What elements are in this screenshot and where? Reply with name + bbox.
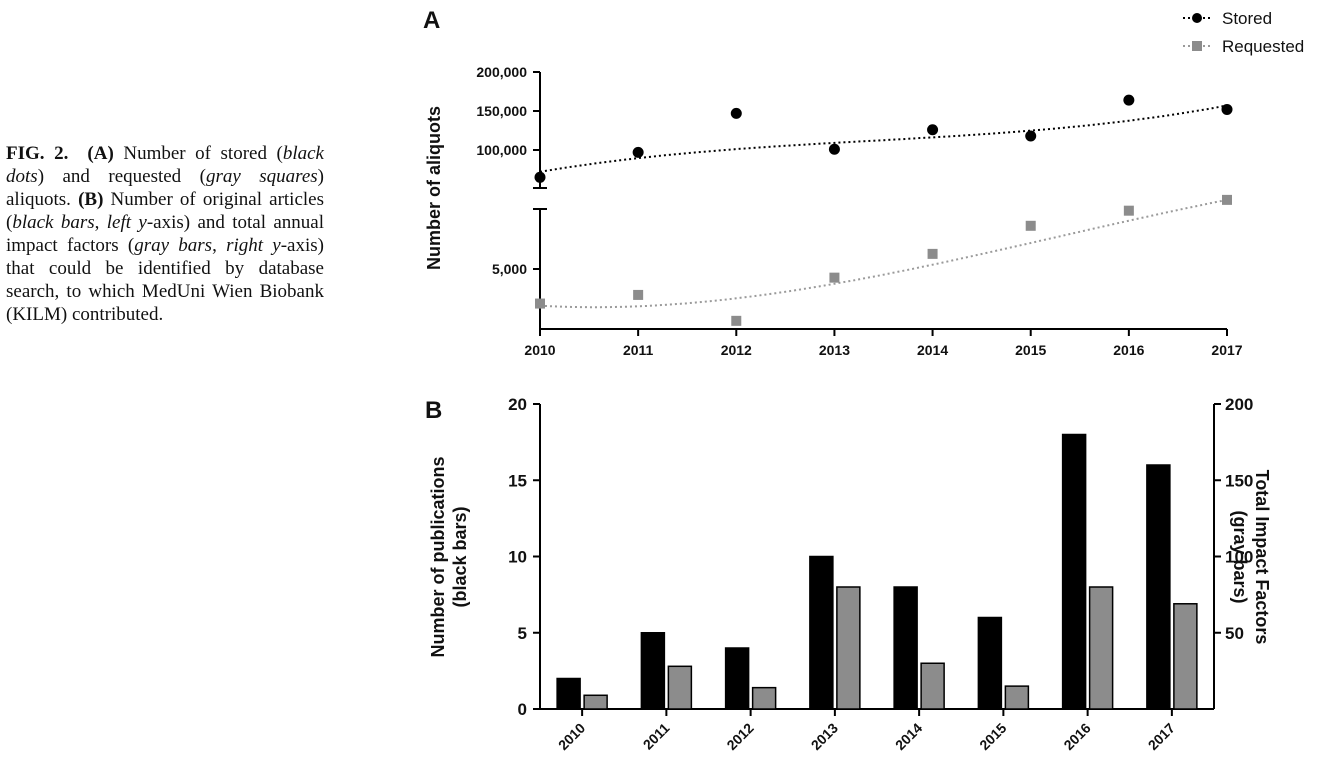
stored-point-2013 — [828, 143, 840, 155]
panel-a-xtick-label: 2010 — [524, 342, 555, 358]
panel-b-xtick-label: 2017 — [1145, 720, 1178, 753]
impact-factor-bar-2017 — [1173, 603, 1198, 710]
stored-point-2014 — [927, 124, 939, 136]
panel-a-xtick-label: 2012 — [721, 342, 752, 358]
panel-b-chart: B Number of publications (black bars) To… — [425, 395, 1272, 753]
panel-a-xtick-label: 2014 — [917, 342, 948, 358]
panel-a-ytick-label: 5,000 — [492, 261, 527, 277]
publications-bar-2014 — [893, 586, 918, 710]
requested-point-2014 — [927, 248, 938, 259]
panel-b-xtick-label: 2013 — [808, 720, 841, 753]
panel-a-chart: A Number of aliquots Stored Requested 20… — [423, 7, 1304, 358]
panel-b-ytick-right-label: 150 — [1225, 471, 1253, 490]
stored-point-2012 — [730, 107, 742, 119]
panel-b-xtick-label: 2014 — [892, 720, 925, 753]
stored-point-2011 — [632, 146, 644, 158]
requested-point-2010 — [535, 298, 545, 309]
panel-a-ytick-label: 200,000 — [476, 64, 527, 80]
legend-requested-marker — [1192, 41, 1202, 51]
panel-b-xtick-label: 2012 — [723, 720, 756, 753]
publications-bar-2011 — [640, 632, 666, 710]
figure-caption: FIG. 2. (A) Number of stored (black dots… — [6, 143, 325, 325]
publications-bar-2010 — [556, 677, 581, 710]
panel-a-label: A — [423, 7, 440, 34]
panel-a-ytick-label: 100,000 — [476, 142, 527, 158]
panel-b-ytick-right-label: 200 — [1225, 395, 1253, 414]
panel-a-ytick-label: 150,000 — [476, 103, 527, 119]
requested-point-2017 — [1222, 194, 1232, 205]
impact-factor-bar-2013 — [836, 586, 861, 710]
panel-a-xtick-label: 2017 — [1211, 342, 1242, 358]
publications-bar-2013 — [809, 555, 834, 710]
panel-a-ylabel: Number of aliquots — [424, 106, 444, 270]
impact-factor-bar-2012 — [751, 686, 777, 710]
panel-a-xtick-label: 2016 — [1113, 342, 1144, 358]
panel-b-label: B — [425, 397, 442, 424]
panel-b-ytick-left-label: 5 — [518, 624, 527, 643]
publications-bar-2012 — [724, 647, 750, 710]
publications-bar-2015 — [977, 616, 1003, 710]
panel-a-xtick-label: 2015 — [1015, 342, 1046, 358]
panel-b-ytick-left-label: 0 — [518, 700, 527, 719]
panel-b-ytick-left-label: 20 — [508, 395, 527, 414]
legend-requested-label: Requested — [1222, 37, 1304, 56]
requested-point-2015 — [1025, 220, 1036, 231]
panel-a-legend: Stored Requested — [1183, 9, 1304, 56]
stored-trendline — [539, 104, 1228, 173]
publications-bar-2016 — [1061, 433, 1087, 710]
requested-point-2011 — [633, 289, 644, 300]
panel-b-xtick-label: 2010 — [555, 720, 588, 753]
requested-point-2016 — [1123, 205, 1134, 216]
requested-point-2013 — [829, 272, 840, 283]
stored-point-2010 — [534, 171, 546, 183]
panel-b-ytick-left-label: 10 — [508, 548, 527, 567]
impact-factor-bar-2014 — [920, 662, 945, 710]
legend-stored-marker — [1192, 13, 1202, 23]
panel-b-ylabel-left-1: Number of publications — [428, 456, 448, 657]
panel-b-xtick-label: 2015 — [976, 720, 1009, 753]
stored-point-2016 — [1123, 94, 1135, 106]
legend-stored-label: Stored — [1222, 9, 1272, 28]
requested-point-2012 — [731, 315, 742, 326]
stored-point-2015 — [1025, 130, 1037, 142]
panel-a-xtick-label: 2011 — [623, 342, 654, 358]
impact-factor-bar-2016 — [1088, 586, 1114, 710]
requested-trendline — [539, 198, 1228, 309]
impact-factor-bar-2010 — [583, 694, 608, 710]
impact-factor-bar-2011 — [667, 665, 693, 710]
panel-a-xtick-label: 2013 — [819, 342, 850, 358]
panel-b-ytick-right-label: 100 — [1225, 548, 1253, 567]
panel-b-ylabel-right-1: Total Impact Factors — [1252, 470, 1272, 645]
stored-point-2017 — [1221, 103, 1233, 115]
panel-b-xtick-label: 2011 — [640, 720, 673, 753]
panel-b-ylabel-right-2: (gray bars) — [1230, 510, 1250, 603]
panel-b-ylabel-left-2: (black bars) — [450, 506, 470, 607]
impact-factor-bar-2015 — [1004, 685, 1030, 710]
publications-bar-2017 — [1146, 464, 1171, 710]
panel-b-ytick-right-label: 50 — [1225, 624, 1244, 643]
panel-b-xtick-label: 2016 — [1060, 720, 1093, 753]
panel-b-ytick-left-label: 15 — [508, 471, 527, 490]
